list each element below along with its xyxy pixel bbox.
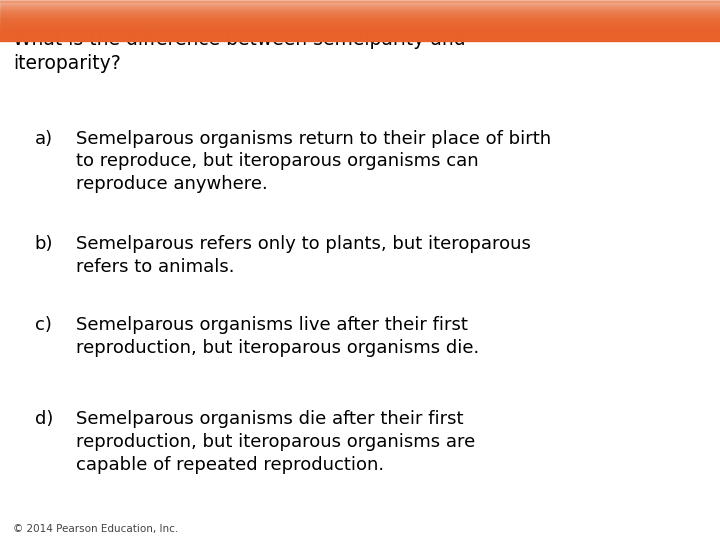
Text: b): b) bbox=[35, 235, 53, 253]
Text: © 2014 Pearson Education, Inc.: © 2014 Pearson Education, Inc. bbox=[13, 523, 179, 534]
Text: Semelparous organisms die after their first
reproduction, but iteroparous organi: Semelparous organisms die after their fi… bbox=[76, 410, 475, 474]
Text: a): a) bbox=[35, 130, 53, 147]
Text: What is the difference between semelparity and
iteroparity?: What is the difference between semelpari… bbox=[13, 30, 466, 73]
Text: Semelparous refers only to plants, but iteroparous
refers to animals.: Semelparous refers only to plants, but i… bbox=[76, 235, 531, 276]
Text: Semelparous organisms live after their first
reproduction, but iteroparous organ: Semelparous organisms live after their f… bbox=[76, 316, 479, 357]
Text: d): d) bbox=[35, 410, 53, 428]
Text: c): c) bbox=[35, 316, 51, 334]
Text: Semelparous organisms return to their place of birth
to reproduce, but iteroparo: Semelparous organisms return to their pl… bbox=[76, 130, 551, 193]
